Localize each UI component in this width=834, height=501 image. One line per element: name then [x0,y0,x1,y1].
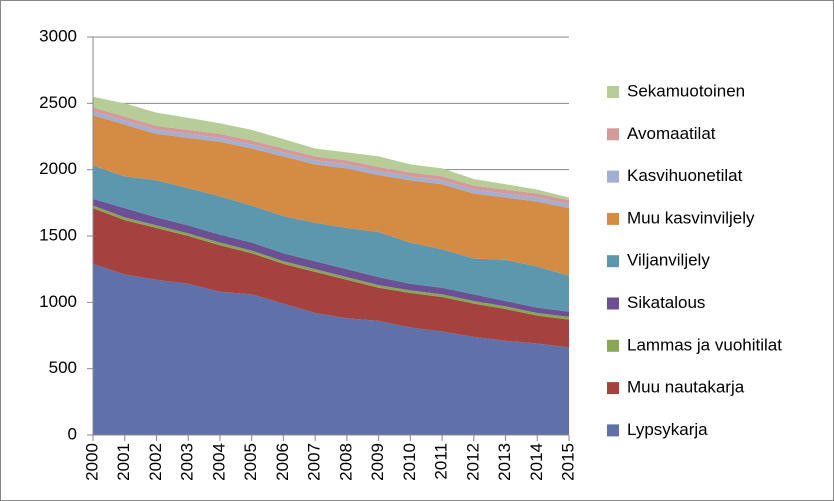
legend-swatch [607,424,619,437]
area [93,107,569,205]
legend-label: Sekamuotoinen [627,81,745,100]
x-tick-label: 2001 [114,443,133,481]
y-tick-label: 1000 [39,292,77,311]
x-tick-label: 2014 [527,443,546,481]
legend-label: Sikatalous [627,293,705,312]
y-tick-label: 1500 [39,225,77,244]
legend-label: Lammas ja vuohitilat [627,335,782,354]
legend-swatch [607,86,619,98]
legend-swatch [607,382,619,395]
x-tick-label: 2005 [241,443,260,481]
x-tick-label: 2015 [558,443,577,481]
legend-swatch [607,170,619,183]
y-tick-label: 2000 [39,159,77,178]
y-tick-label: 500 [49,358,77,377]
legend-swatch [607,255,619,268]
y-tick-label: 3000 [39,26,77,45]
x-tick-label: 2003 [178,443,197,481]
area [93,208,569,348]
x-tick-label: 2004 [209,443,228,481]
legend-swatch [607,297,619,310]
x-tick-label: 2012 [463,443,482,481]
legend-label: Muu nautakarja [627,378,745,397]
legend-label: Viljanviljely [627,251,710,270]
x-tick-label: 2008 [336,443,355,481]
legend-swatch [607,212,619,225]
area [93,263,569,435]
x-tick-label: 2013 [495,443,514,481]
x-tick-label: 2009 [368,443,387,481]
x-tick-label: 2010 [400,443,419,481]
area [93,96,569,201]
x-tick-label: 2002 [146,443,165,481]
y-tick-label: 0 [68,424,77,443]
area [93,111,569,209]
area [93,198,569,317]
x-tick-label: 2007 [305,443,324,481]
legend-label: Muu kasvinviljely [627,208,755,227]
legend-label: Lypsykarja [627,420,708,439]
area [93,115,569,276]
x-tick-label: 2011 [432,443,451,480]
legend-swatch [607,339,619,352]
area [93,165,569,312]
legend-swatch [607,128,619,141]
x-tick-label: 2006 [273,443,292,481]
legend-label: Avomaatilat [627,124,716,143]
y-tick-label: 2500 [39,93,77,112]
legend-label: Kasvihuonetilat [627,166,743,185]
x-tick-label: 2000 [82,443,101,481]
